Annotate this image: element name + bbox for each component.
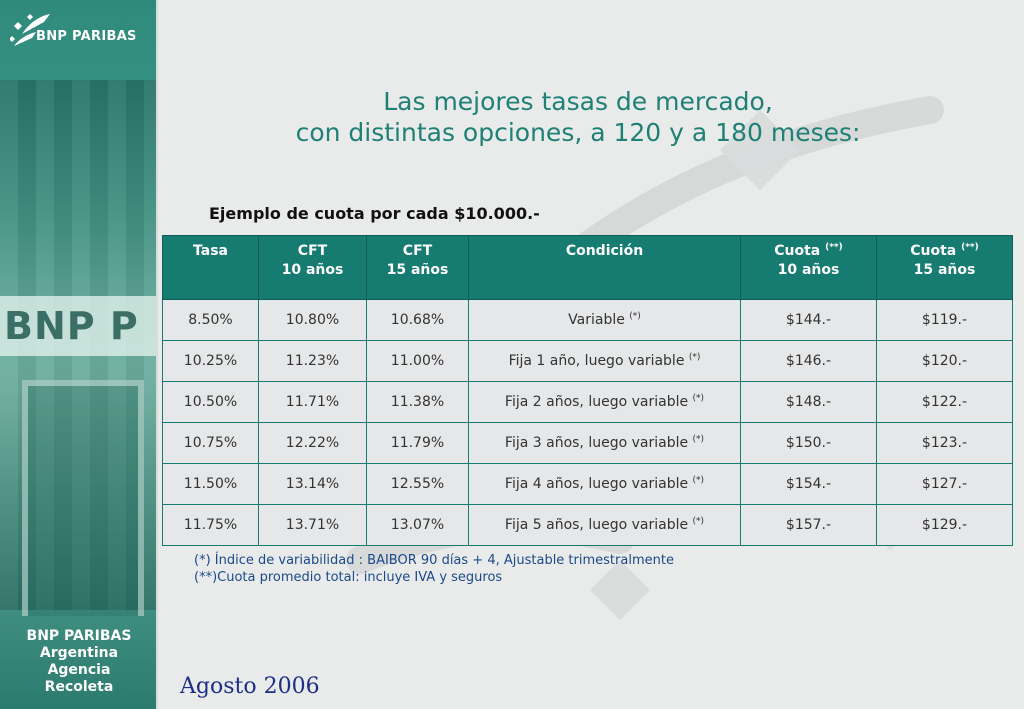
table-row: 11.50% 13.14% 12.55% Fija 4 años, luego … xyxy=(162,463,1013,505)
sidebar-edge xyxy=(156,0,158,709)
cell-tasa: 10.75% xyxy=(162,422,259,464)
cell-cft-10: 11.71% xyxy=(258,381,367,423)
rates-table: Tasa CFT 10 años CFT 15 años Condición Cuo… xyxy=(162,235,1013,546)
logo-text: BNP PARIBAS xyxy=(36,29,137,44)
footnote-2: (**)Cuota promedio total: incluye IVA y … xyxy=(194,570,503,585)
branch-door xyxy=(22,380,144,616)
cell-cuota-10: $146.- xyxy=(740,340,877,382)
cell-cuota-15: $127.- xyxy=(876,463,1013,505)
branch-line-agency: Agencia xyxy=(47,662,111,678)
title-line-2: con distintas opciones, a 120 y a 180 me… xyxy=(295,118,861,147)
branch-line-brand: BNP PARIBAS xyxy=(26,628,132,644)
branch-line-location: Recoleta xyxy=(44,679,114,695)
header-cuota-15: Cuota (**) 15 años xyxy=(876,235,1013,300)
bnp-stars-logo-icon xyxy=(10,14,50,46)
cell-cft-10: 12.22% xyxy=(258,422,367,464)
table-row: 10.50% 11.71% 11.38% Fija 2 años, luego … xyxy=(162,381,1013,423)
cell-tasa: 10.25% xyxy=(162,340,259,382)
cell-cuota-15: $129.- xyxy=(876,504,1013,546)
header-cuota-10: Cuota (**) 10 años xyxy=(740,235,877,300)
cell-cft-15: 13.07% xyxy=(366,504,469,546)
header-condicion: Condición xyxy=(468,235,741,300)
page-title: Las mejores tasas de mercado, con distin… xyxy=(160,86,996,148)
cell-tasa: 11.50% xyxy=(162,463,259,505)
cell-cuota-10: $150.- xyxy=(740,422,877,464)
header-cft-15: CFT 15 años xyxy=(366,235,469,300)
cell-cuota-10: $144.- xyxy=(740,299,877,341)
table-row: 10.25% 11.23% 11.00% Fija 1 año, luego v… xyxy=(162,340,1013,382)
footnotes: (*) Índice de variabilidad : BAIBOR 90 d… xyxy=(194,552,674,586)
cell-cft-10: 13.14% xyxy=(258,463,367,505)
header-cft-10: CFT 10 años xyxy=(258,235,367,300)
title-line-1: Las mejores tasas de mercado, xyxy=(383,87,773,116)
cell-condicion: Fija 4 años, luego variable (*) xyxy=(468,463,741,505)
table-subtitle: Ejemplo de cuota por cada $10.000.- xyxy=(209,204,540,223)
cell-cft-10: 10.80% xyxy=(258,299,367,341)
branch-line-country: Argentina xyxy=(39,645,119,661)
sidebar-photo-panel: BNP P BNP PARIBAS BNP PARIBAS Argentina … xyxy=(0,0,158,709)
cell-cuota-15: $123.- xyxy=(876,422,1013,464)
cell-condicion: Fija 5 años, luego variable (*) xyxy=(468,504,741,546)
cell-cft-15: 12.55% xyxy=(366,463,469,505)
date-label: Agosto 2006 xyxy=(180,674,320,699)
cell-cuota-15: $120.- xyxy=(876,340,1013,382)
table-header-row: Tasa CFT 10 años CFT 15 años Condición Cuo… xyxy=(162,235,1013,300)
cell-cft-10: 11.23% xyxy=(258,340,367,382)
cell-condicion: Fija 2 años, luego variable (*) xyxy=(468,381,741,423)
table-row: 8.50% 10.80% 10.68% Variable (*) $144.- … xyxy=(162,299,1013,341)
cell-condicion: Variable (*) xyxy=(468,299,741,341)
table-row: 11.75% 13.71% 13.07% Fija 5 años, luego … xyxy=(162,504,1013,546)
cell-cft-10: 13.71% xyxy=(258,504,367,546)
cell-cuota-15: $122.- xyxy=(876,381,1013,423)
header-tasa: Tasa xyxy=(162,235,259,300)
cell-cuota-10: $157.- xyxy=(740,504,877,546)
cell-cuota-15: $119.- xyxy=(876,299,1013,341)
footnote-1: (*) Índice de variabilidad : BAIBOR 90 d… xyxy=(194,553,674,568)
cell-tasa: 10.50% xyxy=(162,381,259,423)
cell-cuota-10: $154.- xyxy=(740,463,877,505)
table-row: 10.75% 12.22% 11.79% Fija 3 años, luego … xyxy=(162,422,1013,464)
cell-tasa: 8.50% xyxy=(162,299,259,341)
cell-tasa: 11.75% xyxy=(162,504,259,546)
cell-cuota-10: $148.- xyxy=(740,381,877,423)
cell-cft-15: 11.38% xyxy=(366,381,469,423)
storefront-sign: BNP P xyxy=(0,296,158,356)
cell-cft-15: 10.68% xyxy=(366,299,469,341)
cell-condicion: Fija 3 años, luego variable (*) xyxy=(468,422,741,464)
cell-cft-15: 11.79% xyxy=(366,422,469,464)
cell-condicion: Fija 1 año, luego variable (*) xyxy=(468,340,741,382)
cell-cft-15: 11.00% xyxy=(366,340,469,382)
branch-label: BNP PARIBAS Argentina Agencia Recoleta xyxy=(0,628,158,696)
